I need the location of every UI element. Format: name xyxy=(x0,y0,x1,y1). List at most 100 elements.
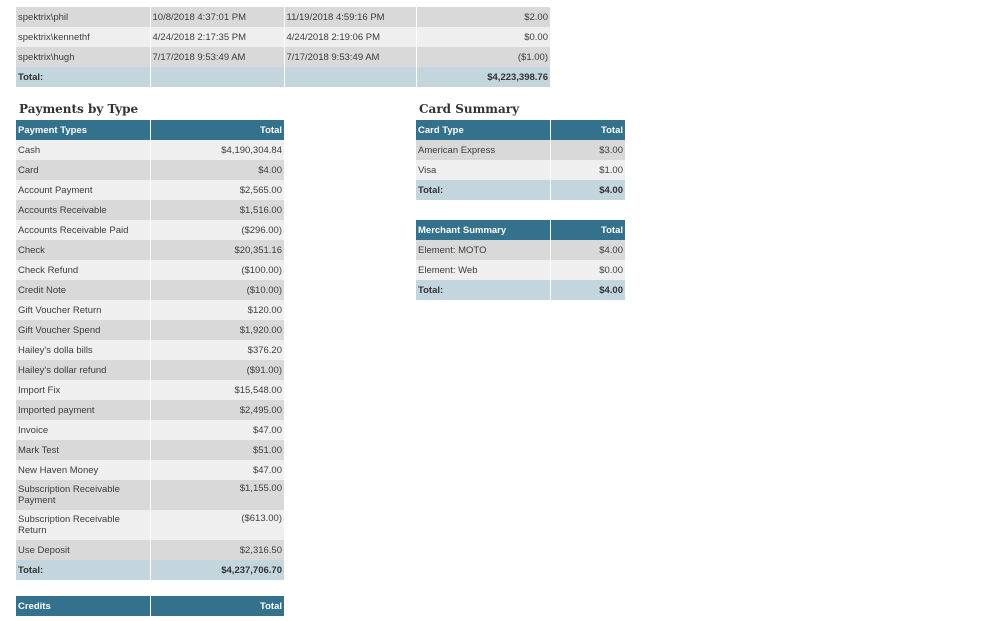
payment-type-total: $1,155.00 xyxy=(149,480,284,510)
table-row: Gift Voucher Return $120.00 xyxy=(16,300,284,320)
table-row: Element: Web $0.00 xyxy=(416,260,625,280)
table-row: Cash $4,190,304.84 xyxy=(16,140,284,160)
column-header-total: Total xyxy=(149,596,284,616)
payments-by-type-table: Payment Types Total Cash $4,190,304.84 Ca… xyxy=(16,120,284,580)
table-row: Credit Note ($10.00) xyxy=(16,280,284,300)
table-row: Accounts Receivable $1,516.00 xyxy=(16,200,284,220)
payment-type-label: Accounts Receivable xyxy=(16,200,150,220)
payment-type-total: $1,516.00 xyxy=(149,200,284,220)
merchant-summary-table: Merchant Summary Total Element: MOTO $4.0… xyxy=(416,220,625,300)
column-header-credits: Credits xyxy=(16,596,150,616)
users-table: spektrix\phil 10/8/2018 4:37:01 PM 11/19… xyxy=(16,7,550,87)
payment-type-label: Invoice xyxy=(16,420,150,440)
table-row: Use Deposit $2,316.50 xyxy=(16,540,284,560)
payment-type-label: Subscription Receivable Return xyxy=(16,510,150,540)
payment-type-total: $1,920.00 xyxy=(149,320,284,340)
card-summary-table: Card Type Total American Express $3.00 Vi… xyxy=(416,120,625,200)
payments-by-type-heading: Payments by Type xyxy=(19,102,139,116)
table-row: Imported payment $2,495.00 xyxy=(16,400,284,420)
credits-table: Credits Total xyxy=(16,596,284,616)
total-cell: $0.00 xyxy=(415,27,550,47)
table-row: spektrix\hugh 7/17/2018 9:53:49 AM 7/17/… xyxy=(16,47,550,67)
table-row: Subscription Receivable Payment $1,155.00 xyxy=(16,480,284,510)
payment-type-total: ($296.00) xyxy=(149,220,284,240)
user-cell: spektrix\hugh xyxy=(16,47,150,67)
total-row: Total: $4.00 xyxy=(416,280,625,300)
payment-type-label: Hailey's dollar refund xyxy=(16,360,150,380)
first-time-cell: 10/8/2018 4:37:01 PM xyxy=(149,7,284,27)
merchant-label: Element: Web xyxy=(416,260,550,280)
payment-type-label: Check xyxy=(16,240,150,260)
payment-type-total: ($91.00) xyxy=(149,360,284,380)
card-type-total: $1.00 xyxy=(549,160,625,180)
table-row: Account Payment $2,565.00 xyxy=(16,180,284,200)
table-row: Hailey's dolla bills $376.20 xyxy=(16,340,284,360)
payment-type-total: $376.20 xyxy=(149,340,284,360)
payment-type-label: Account Payment xyxy=(16,180,150,200)
last-time-cell: 11/19/2018 4:59:16 PM xyxy=(283,7,416,27)
table-row: Import Fix $15,548.00 xyxy=(16,380,284,400)
total-row: Total: $4,223,398.76 xyxy=(16,67,550,87)
total-row: Total: $4.00 xyxy=(416,180,625,200)
merchant-total: $4.00 xyxy=(549,240,625,260)
table-row: Gift Voucher Spend $1,920.00 xyxy=(16,320,284,340)
total-label: Total: xyxy=(16,560,150,580)
column-header-card-type: Card Type xyxy=(416,120,550,140)
payment-type-label: Card xyxy=(16,160,150,180)
table-row: Mark Test $51.00 xyxy=(16,440,284,460)
total-label: Total: xyxy=(416,280,550,300)
card-type-total: $3.00 xyxy=(549,140,625,160)
total-row: Total: $4,237,706.70 xyxy=(16,560,284,580)
total-value: $4,223,398.76 xyxy=(415,67,550,87)
column-header-total: Total xyxy=(549,220,625,240)
payment-type-total: ($100.00) xyxy=(149,260,284,280)
payment-type-total: $4,190,304.84 xyxy=(149,140,284,160)
total-value: $4,237,706.70 xyxy=(149,560,284,580)
total-value: $4.00 xyxy=(549,280,625,300)
payment-type-label: Credit Note xyxy=(16,280,150,300)
merchant-label: Element: MOTO xyxy=(416,240,550,260)
payment-type-label: Import Fix xyxy=(16,380,150,400)
last-time-cell: 7/17/2018 9:53:49 AM xyxy=(283,47,416,67)
table-row: Element: MOTO $4.00 xyxy=(416,240,625,260)
table-row: spektrix\kennethf 4/24/2018 2:17:35 PM 4… xyxy=(16,27,550,47)
payment-type-label: Subscription Receivable Payment xyxy=(16,480,150,510)
table-header-row: Credits Total xyxy=(16,596,284,616)
last-time-cell: 4/24/2018 2:19:06 PM xyxy=(283,27,416,47)
payment-type-label: Gift Voucher Spend xyxy=(16,320,150,340)
empty-cell xyxy=(149,67,284,87)
first-time-cell: 7/17/2018 9:53:49 AM xyxy=(149,47,284,67)
column-header-merchant-summary: Merchant Summary xyxy=(416,220,550,240)
column-header-payment-types: Payment Types xyxy=(16,120,150,140)
table-row: Accounts Receivable Paid ($296.00) xyxy=(16,220,284,240)
payment-type-total: ($613.00) xyxy=(149,510,284,540)
payment-type-label: Use Deposit xyxy=(16,540,150,560)
total-label: Total: xyxy=(16,67,150,87)
total-cell: $2.00 xyxy=(415,7,550,27)
payment-type-total: $2,495.00 xyxy=(149,400,284,420)
empty-cell xyxy=(283,67,416,87)
payment-type-total: $47.00 xyxy=(149,460,284,480)
payment-type-total: $120.00 xyxy=(149,300,284,320)
column-header-total: Total xyxy=(149,120,284,140)
table-header-row: Payment Types Total xyxy=(16,120,284,140)
table-header-row: Card Type Total xyxy=(416,120,625,140)
payment-type-label: Check Refund xyxy=(16,260,150,280)
first-time-cell: 4/24/2018 2:17:35 PM xyxy=(149,27,284,47)
table-row: Hailey's dollar refund ($91.00) xyxy=(16,360,284,380)
card-summary-heading: Card Summary xyxy=(419,102,520,116)
payment-type-total: $47.00 xyxy=(149,420,284,440)
payment-type-total: $2,316.50 xyxy=(149,540,284,560)
total-value: $4.00 xyxy=(549,180,625,200)
table-row: Visa $1.00 xyxy=(416,160,625,180)
payment-type-label: Mark Test xyxy=(16,440,150,460)
table-row: Check Refund ($100.00) xyxy=(16,260,284,280)
payment-type-total: ($10.00) xyxy=(149,280,284,300)
table-header-row: Merchant Summary Total xyxy=(416,220,625,240)
card-type-label: American Express xyxy=(416,140,550,160)
payment-type-total: $4.00 xyxy=(149,160,284,180)
card-type-label: Visa xyxy=(416,160,550,180)
payment-type-label: New Haven Money xyxy=(16,460,150,480)
merchant-total: $0.00 xyxy=(549,260,625,280)
payment-type-total: $51.00 xyxy=(149,440,284,460)
